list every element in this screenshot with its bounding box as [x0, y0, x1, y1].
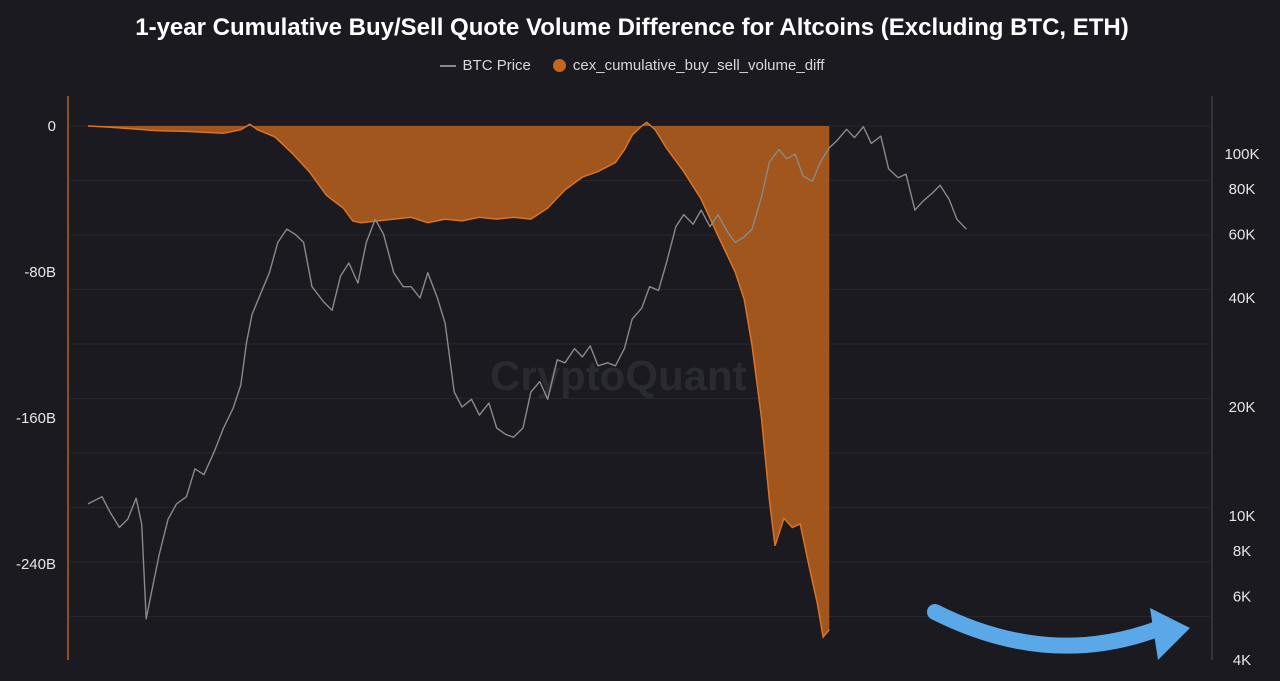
left-tick-label: -80B [24, 264, 56, 281]
axes [67, 96, 1213, 660]
legend-line-swatch [439, 64, 456, 67]
line-series-layer [87, 126, 967, 620]
chart-title: 1-year Cumulative Buy/Sell Quote Volume … [135, 14, 1129, 41]
left-tick-label: 0 [48, 118, 56, 135]
annotation-arrow-shaft [927, 604, 1168, 654]
btc-price-line [87, 126, 967, 620]
right-tick-label: 10K [1229, 508, 1256, 525]
right-tick-label: 40K [1229, 290, 1256, 307]
right-tick-label: 20K [1229, 399, 1256, 416]
right-tick-label: 100K [1224, 146, 1259, 163]
volume-diff-line [87, 121, 830, 639]
right-tick-label: 8K [1233, 543, 1251, 560]
legend-dot-swatch [552, 59, 566, 72]
right-tick-label: 4K [1233, 652, 1251, 669]
left-axis-ticks: 0 -80B -160B -240B [16, 118, 56, 573]
area-series-layer [87, 121, 830, 639]
legend-label-btc-price: BTC Price [462, 57, 531, 74]
right-tick-label: 60K [1229, 226, 1256, 243]
grid-lines [70, 125, 1210, 617]
right-tick-label: 6K [1233, 588, 1251, 605]
legend-item-volume-diff[interactable]: cex_cumulative_buy_sell_volume_diff [552, 57, 825, 74]
right-tick-label: 80K [1229, 181, 1256, 198]
volume-diff-area [88, 122, 830, 638]
annotation-arrow-head [1150, 608, 1190, 660]
left-tick-label: -240B [16, 556, 56, 573]
right-axis-ticks: 100K 80K 60K 40K 20K 10K 8K 6K 4K [1224, 146, 1259, 669]
chart-legend: BTC Price cex_cumulative_buy_sell_volume… [0, 57, 1264, 74]
legend-label-volume-diff: cex_cumulative_buy_sell_volume_diff [572, 57, 825, 74]
legend-item-btc-price[interactable]: BTC Price [439, 57, 531, 74]
left-tick-label: -160B [16, 410, 56, 427]
annotation-layer [927, 604, 1190, 660]
